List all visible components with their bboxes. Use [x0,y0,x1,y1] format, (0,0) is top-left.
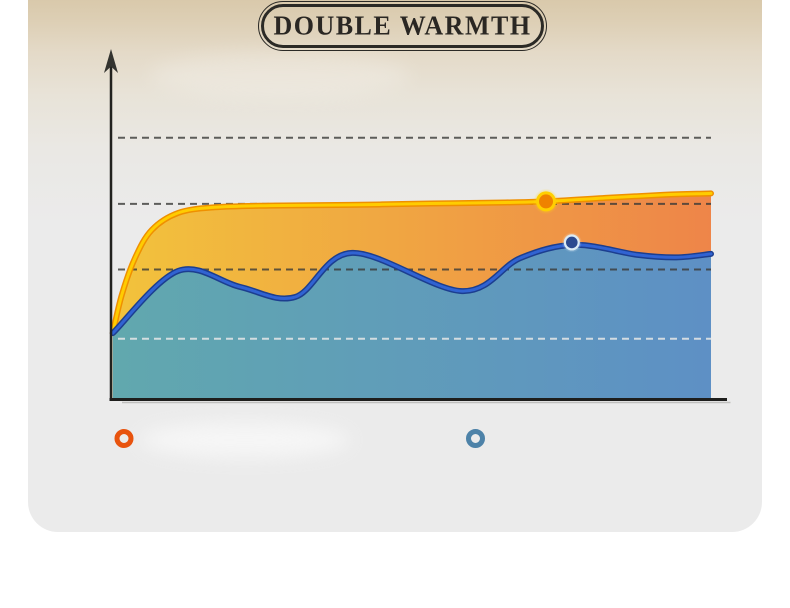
single-layer-warmth-line [111,243,713,335]
series-lines [109,190,714,337]
legend-ring-double-layer [114,429,134,448]
dashed-gridlines [118,136,711,340]
double-layer-warmth-line [111,191,713,335]
legend [114,429,485,448]
legend-ring-single-layer [466,429,485,448]
title-text: DOUBLE WARMTH [273,10,532,41]
double-layer-warmth-marker-dot [539,194,553,209]
single-layer-warmth-area [112,244,712,400]
series-areas [112,193,712,400]
data-point-markers [529,184,586,256]
single-layer-warmth-marker-dot [566,236,578,249]
background-smudge [150,52,410,98]
y-axis-arrow-icon [104,49,118,73]
title-badge: DOUBLE WARMTH [258,1,547,51]
legend-smudge [140,422,350,458]
